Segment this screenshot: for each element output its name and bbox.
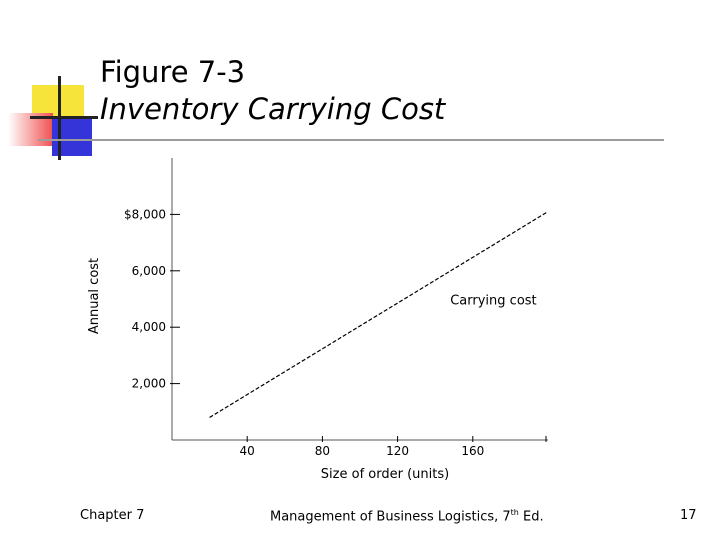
footer-book-main: Management of Business Logistics, 7 [270,509,511,525]
footer-book-sup: th [510,508,519,517]
y-tick-label-8000: $8,000 [124,207,166,221]
y-tick-label-4000: 4,000 [132,320,166,334]
decor-horizontal-line [30,116,98,119]
footer-page-number: 17 [680,508,697,523]
footer-book-tail: Ed. [518,509,544,525]
footer-chapter: Chapter 7 [80,508,145,523]
x-tick-label-120: 120 [386,444,409,458]
x-tick-label-80: 80 [315,444,330,458]
slide-title: Figure 7-3 [100,55,246,89]
title-divider [38,139,664,141]
x-axis-title: Size of order (units) [321,467,449,482]
series-line-0 [209,211,549,418]
y-axis-title: Annual cost [87,258,102,334]
y-tick-label-6000: 6,000 [132,264,166,278]
slide-subtitle: Inventory Carrying Cost [100,92,446,126]
x-tick-label-40: 40 [240,444,255,458]
series-annotation: Carrying cost [450,294,536,309]
corner-decoration [0,0,110,170]
x-tick-label-160: 160 [461,444,484,458]
footer-book-title: Management of Business Logistics, 7th Ed… [270,508,544,524]
y-tick-label-2000: 2,000 [132,377,166,391]
